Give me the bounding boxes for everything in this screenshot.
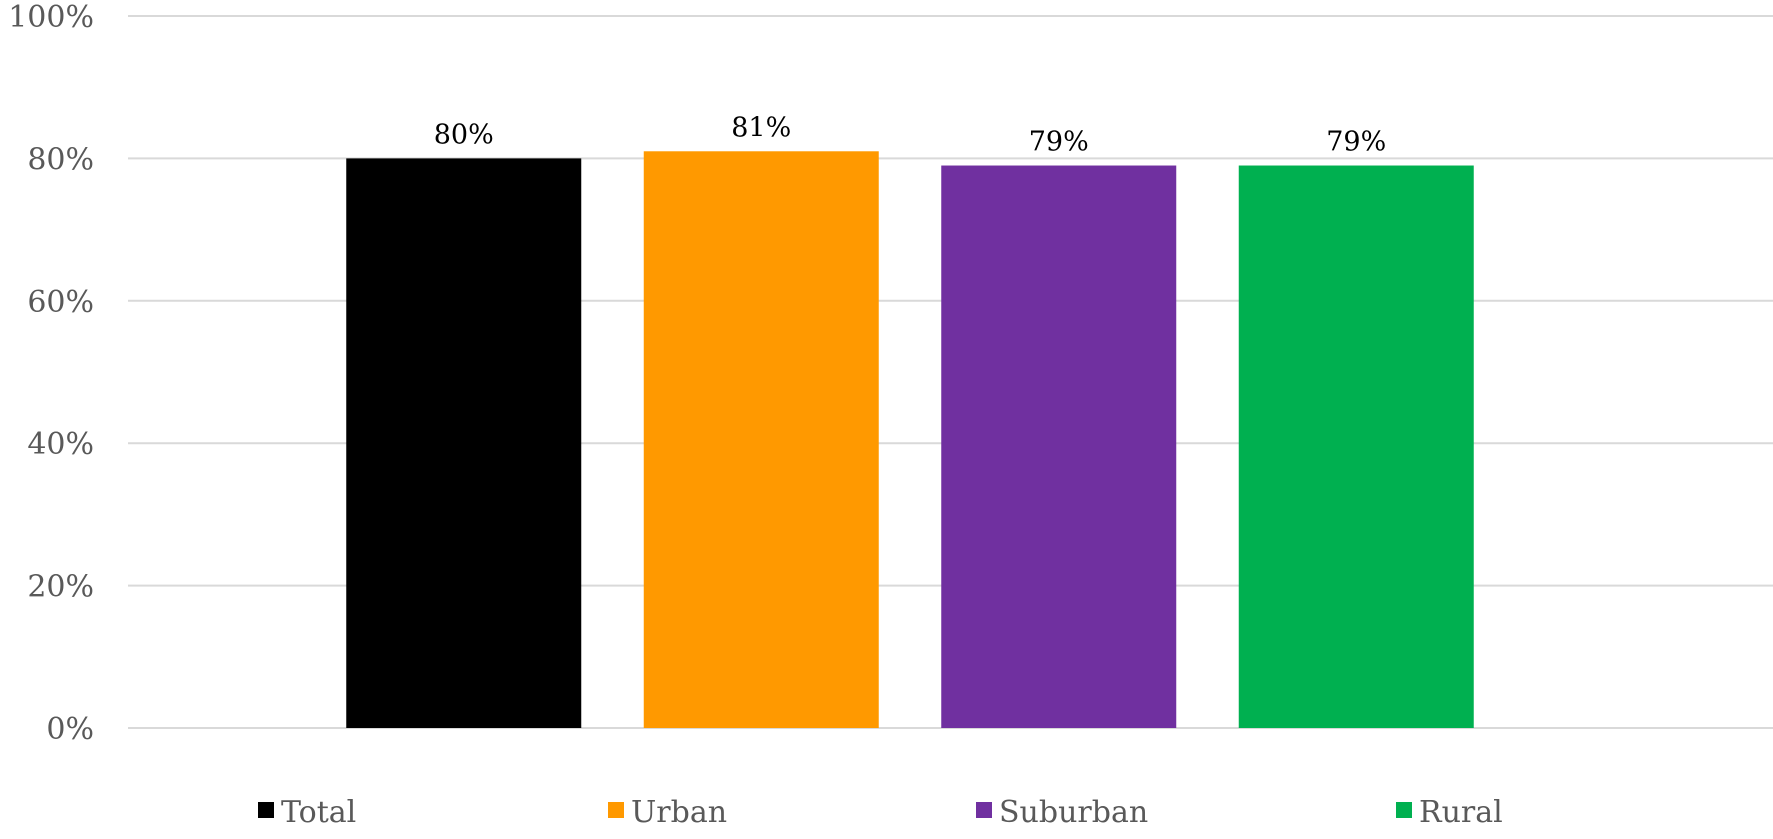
data-label-urban: 81% <box>731 112 791 143</box>
bar-rural <box>1238 165 1474 728</box>
data-label-rural: 79% <box>1326 127 1386 158</box>
legend-label-total: Total <box>281 795 356 830</box>
y-tick-label: 60% <box>27 285 94 320</box>
y-tick-label: 80% <box>27 142 94 177</box>
data-label-total: 80% <box>434 119 494 150</box>
legend-swatch-urban <box>608 802 624 818</box>
legend-swatch-total <box>258 802 274 818</box>
y-axis-tick-labels: 0% 20% 40% 60% 80% 100% <box>8 0 94 747</box>
bars <box>346 151 1474 728</box>
data-labels: 80% 81% 79% 79% <box>434 112 1387 157</box>
y-tick-label: 20% <box>27 570 94 605</box>
legend: Total Urban Suburban Rural <box>258 795 1503 830</box>
bar-total <box>346 158 582 728</box>
legend-swatch-rural <box>1396 802 1412 818</box>
y-tick-label: 0% <box>46 712 94 747</box>
legend-label-urban: Urban <box>631 795 727 830</box>
bar-suburban <box>941 165 1177 728</box>
legend-label-suburban: Suburban <box>999 795 1148 830</box>
bar-urban <box>643 151 879 728</box>
legend-swatch-suburban <box>976 802 992 818</box>
y-tick-label: 100% <box>8 0 94 35</box>
legend-label-rural: Rural <box>1419 795 1503 830</box>
y-tick-label: 40% <box>27 427 94 462</box>
data-label-suburban: 79% <box>1029 127 1089 158</box>
